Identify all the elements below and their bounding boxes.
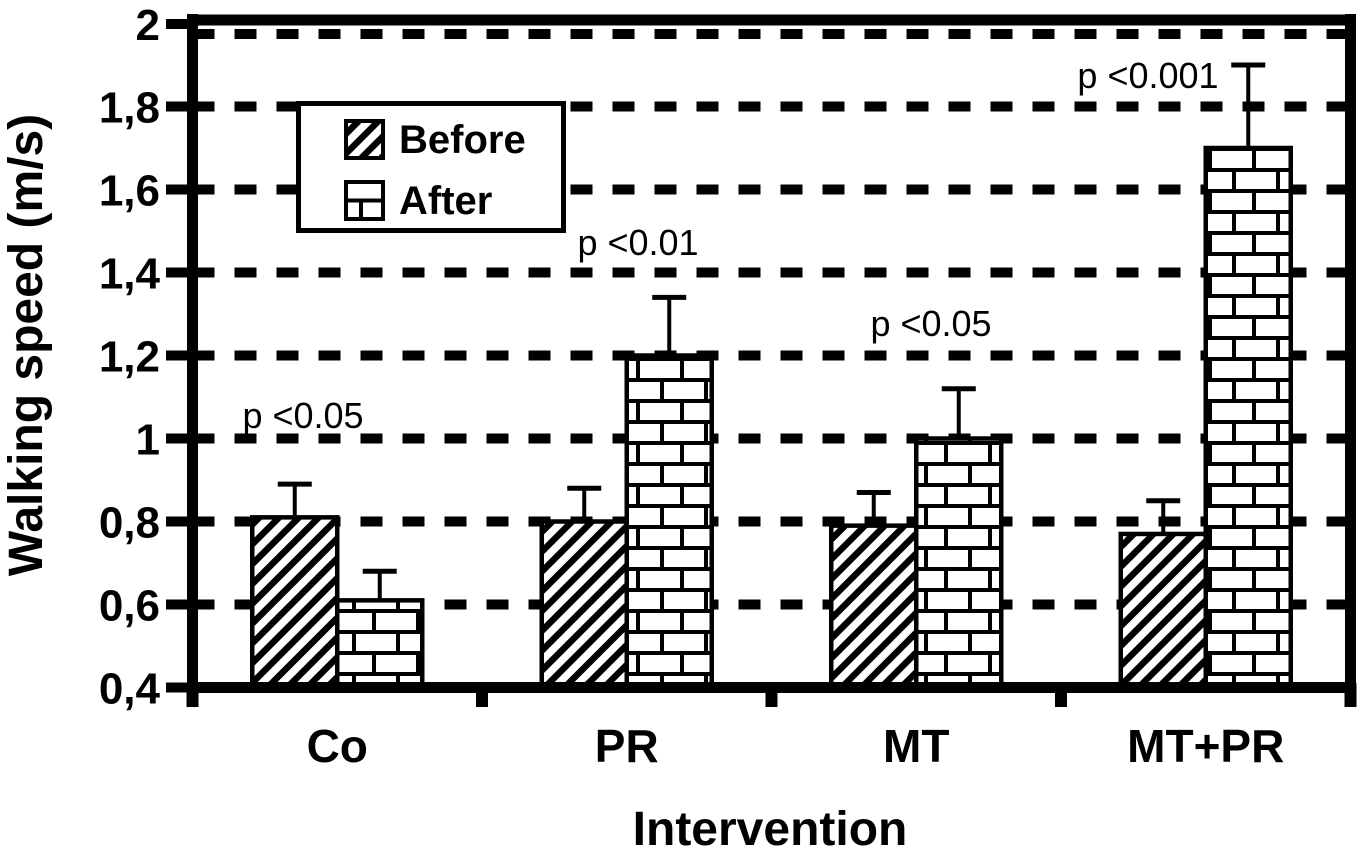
y-tick-0,8 bbox=[166, 516, 198, 527]
y-tick-1,6 bbox=[166, 184, 198, 195]
y-tick-0,6 bbox=[166, 599, 198, 610]
legend-box bbox=[296, 101, 566, 233]
legend-label-after: After bbox=[399, 179, 492, 223]
y-tick-label-2: 2 bbox=[136, 1, 160, 50]
bar-after-MT+PR bbox=[1203, 145, 1293, 690]
bar-before-MT bbox=[829, 523, 919, 690]
y-tick-label-0,6: 0,6 bbox=[99, 582, 160, 631]
x-category-label-MT+PR: MT+PR bbox=[1127, 720, 1284, 772]
p-value-annotation-MT+PR: p <0.001 bbox=[1077, 55, 1218, 96]
y-tick-label-1,6: 1,6 bbox=[99, 167, 160, 216]
bar-after-Co bbox=[335, 598, 425, 690]
bar-after-MT bbox=[914, 436, 1004, 690]
legend-swatch-after-brick-icon bbox=[344, 180, 385, 221]
y-tick-2 bbox=[166, 19, 198, 29]
p-value-annotation-MT: p <0.05 bbox=[870, 303, 991, 344]
y-tick-1 bbox=[166, 433, 198, 444]
x-category-label-PR: PR bbox=[595, 720, 659, 772]
y-tick-label-0,8: 0,8 bbox=[99, 499, 160, 548]
y-tick-label-0,4: 0,4 bbox=[99, 665, 161, 714]
y-tick-1,2 bbox=[166, 350, 198, 361]
x-category-labels: Co PR MT MT+PR bbox=[307, 720, 1285, 772]
y-tick-label-1,8: 1,8 bbox=[99, 84, 160, 133]
p-value-annotation-Co: p <0.05 bbox=[242, 395, 363, 436]
x-category-label-Co: Co bbox=[307, 720, 368, 772]
y-tick-0,4 bbox=[166, 682, 198, 693]
legend-label-before: Before bbox=[399, 118, 526, 162]
x-axis-title: Intervention bbox=[633, 803, 908, 856]
axis-ticks bbox=[166, 19, 1357, 707]
y-tick-label-1,4: 1,4 bbox=[99, 250, 161, 299]
y-tick-labels: 0,4 0,6 0,8 1 1,2 1,4 1,6 1,8 2 bbox=[99, 1, 161, 714]
bar-before-Co bbox=[250, 515, 340, 690]
x-category-label-MT: MT bbox=[883, 720, 949, 772]
bar-before-PR bbox=[539, 519, 629, 690]
p-value-annotation-PR: p <0.01 bbox=[577, 222, 698, 263]
p-value-annotations: p <0.05 p <0.01 p <0.05 p <0.001 bbox=[242, 55, 1218, 436]
y-tick-1,8 bbox=[166, 101, 198, 112]
bar-after-PR bbox=[624, 353, 714, 690]
y-tick-1,4 bbox=[166, 267, 198, 278]
y-tick-label-1: 1 bbox=[136, 416, 160, 465]
error-bars bbox=[277, 62, 1266, 601]
legend-swatch-before-hatch-icon bbox=[344, 119, 385, 160]
y-axis-title: Walking speed (m/s) bbox=[0, 114, 53, 576]
bar-before-MT+PR bbox=[1118, 531, 1208, 690]
y-tick-label-1,2: 1,2 bbox=[99, 333, 160, 382]
legend: Before After bbox=[296, 101, 566, 233]
